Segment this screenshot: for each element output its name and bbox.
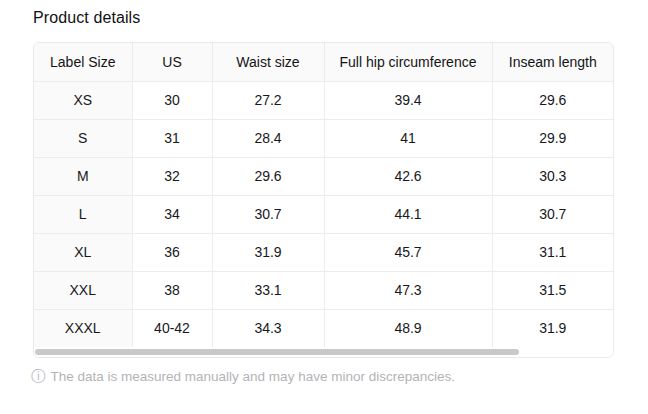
table-row: XXXL40-4234.348.931.9 (34, 309, 613, 347)
table-row: XS3027.239.429.6 (34, 81, 613, 119)
column-header: Label Size (34, 43, 132, 81)
product-details-page: Product details Label SizeUSWaist sizeFu… (0, 0, 648, 384)
horizontal-scrollbar-thumb[interactable] (35, 349, 519, 355)
disclaimer-text: The data is measured manually and may ha… (51, 369, 455, 384)
measurement-disclaimer: ⓘ The data is measured manually and may … (31, 369, 648, 384)
row-label-cell: S (34, 119, 132, 157)
row-label-cell: XXXL (34, 309, 132, 347)
value-cell: 30.7 (492, 195, 613, 233)
table-row: M3229.642.630.3 (34, 157, 613, 195)
row-label-cell: XL (34, 233, 132, 271)
table-row: XL3631.945.731.1 (34, 233, 613, 271)
value-cell: 28.4 (212, 119, 324, 157)
value-cell: 45.7 (324, 233, 492, 271)
column-header: Inseam length (492, 43, 613, 81)
value-cell: 48.9 (324, 309, 492, 347)
value-cell: 29.6 (212, 157, 324, 195)
value-cell: 41 (324, 119, 492, 157)
table-row: S3128.44129.9 (34, 119, 613, 157)
value-cell: 44.1 (324, 195, 492, 233)
table-row: L3430.744.130.7 (34, 195, 613, 233)
value-cell: 27.2 (212, 81, 324, 119)
value-cell: 30 (132, 81, 212, 119)
value-cell: 33.1 (212, 271, 324, 309)
value-cell: 34.3 (212, 309, 324, 347)
row-label-cell: L (34, 195, 132, 233)
page-title: Product details (33, 9, 648, 27)
size-chart-table: Label SizeUSWaist sizeFull hip circumfer… (34, 43, 613, 347)
column-header: US (132, 43, 212, 81)
column-header: Full hip circumference (324, 43, 492, 81)
value-cell: 30.7 (212, 195, 324, 233)
row-label-cell: XS (34, 81, 132, 119)
size-chart-container: Label SizeUSWaist sizeFull hip circumfer… (33, 42, 614, 358)
value-cell: 29.6 (492, 81, 613, 119)
table-header-row: Label SizeUSWaist sizeFull hip circumfer… (34, 43, 613, 81)
value-cell: 31.5 (492, 271, 613, 309)
column-header: Waist size (212, 43, 324, 81)
value-cell: 36 (132, 233, 212, 271)
value-cell: 31.9 (492, 309, 613, 347)
horizontal-scrollbar-track (34, 347, 613, 357)
row-label-cell: M (34, 157, 132, 195)
table-body: XS3027.239.429.6S3128.44129.9M3229.642.6… (34, 81, 613, 347)
table-row: XXL3833.147.331.5 (34, 271, 613, 309)
row-label-cell: XXL (34, 271, 132, 309)
value-cell: 32 (132, 157, 212, 195)
value-cell: 38 (132, 271, 212, 309)
value-cell: 29.9 (492, 119, 613, 157)
value-cell: 31.1 (492, 233, 613, 271)
value-cell: 47.3 (324, 271, 492, 309)
value-cell: 34 (132, 195, 212, 233)
value-cell: 40-42 (132, 309, 212, 347)
value-cell: 31.9 (212, 233, 324, 271)
info-icon: ⓘ (31, 369, 46, 384)
value-cell: 31 (132, 119, 212, 157)
value-cell: 39.4 (324, 81, 492, 119)
value-cell: 42.6 (324, 157, 492, 195)
value-cell: 30.3 (492, 157, 613, 195)
